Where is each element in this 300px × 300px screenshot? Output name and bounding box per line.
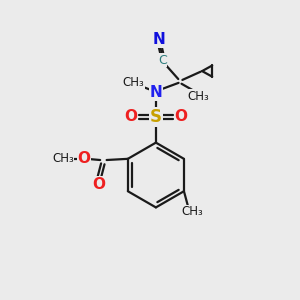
Text: O: O [77, 151, 90, 166]
Text: CH₃: CH₃ [52, 152, 74, 165]
Text: CH₃: CH₃ [122, 76, 144, 89]
Text: CH₃: CH₃ [181, 205, 203, 218]
Text: N: N [149, 85, 162, 100]
Text: N: N [153, 32, 166, 47]
Text: C: C [158, 54, 167, 67]
Text: S: S [150, 108, 162, 126]
Text: CH₃: CH₃ [188, 90, 209, 103]
Text: O: O [174, 109, 187, 124]
Text: O: O [92, 177, 105, 192]
Text: O: O [125, 109, 138, 124]
